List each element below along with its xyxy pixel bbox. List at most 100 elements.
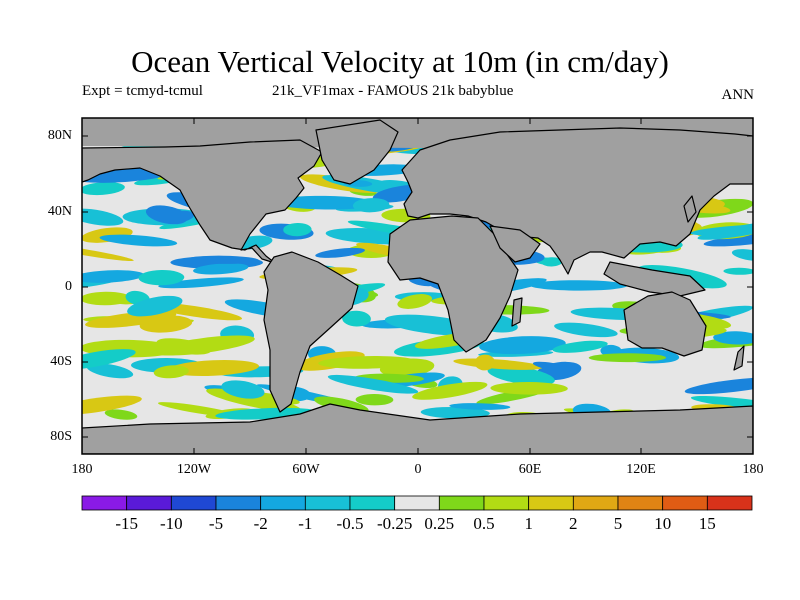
colorbar-box-0 — [81, 495, 128, 511]
velocity-patch — [479, 336, 566, 355]
velocity-patch — [82, 270, 145, 283]
velocity-patch — [449, 403, 511, 410]
velocity-patch — [104, 409, 138, 420]
velocity-patch — [127, 295, 183, 317]
velocity-patch — [82, 349, 136, 370]
map-plot-area — [82, 118, 753, 454]
colorbar-box-7 — [394, 495, 440, 511]
lat-label-40s: 40S — [50, 354, 72, 369]
velocity-patch — [552, 340, 608, 353]
velocity-patch — [193, 263, 249, 275]
velocity-patch — [342, 310, 371, 327]
colorbar-box-14 — [706, 495, 753, 511]
lon-label-180w: 180 — [71, 462, 93, 477]
velocity-patch — [703, 232, 753, 247]
colorbar-box-13 — [662, 495, 708, 511]
velocity-patch — [86, 363, 134, 379]
axis-ticks — [82, 118, 753, 454]
colorbar-box-3 — [215, 495, 262, 511]
velocity-patch — [82, 243, 134, 262]
velocity-patch — [82, 395, 142, 415]
velocity-patch — [474, 354, 495, 371]
land-masses — [82, 118, 753, 454]
velocity-patch — [315, 247, 365, 258]
colorbar-label-8: 0.5 — [473, 514, 495, 533]
colorbar-label-1: -10 — [159, 514, 183, 533]
lat-label-40n: 40N — [47, 204, 72, 219]
colorbar-label-6: -0.25 — [376, 514, 413, 533]
velocity-patch — [327, 374, 419, 394]
lon-label-180e: 180 — [742, 462, 764, 477]
velocity-patch — [99, 234, 178, 247]
experiment-label: Expt = tcmyd-tcmul — [82, 83, 203, 99]
lon-label-60e: 60E — [518, 462, 542, 477]
colorbar-label-2: -5 — [208, 514, 224, 533]
velocity-patch — [158, 277, 244, 289]
velocity-patch — [82, 291, 131, 306]
velocity-patch — [167, 360, 259, 376]
lat-label-80s: 80S — [50, 429, 72, 444]
lat-label-0: 0 — [65, 279, 72, 294]
lon-label-120w: 120W — [176, 462, 212, 477]
colorbar-label-12: 10 — [654, 514, 672, 533]
landmass-greenland — [315, 119, 399, 185]
season-label: ANN — [721, 87, 755, 103]
velocity-patch — [318, 356, 417, 369]
colorbar-box-6 — [349, 495, 396, 511]
colorbar-box-11 — [572, 495, 619, 511]
colorbar-label-10: 2 — [569, 514, 578, 533]
colorbar-box-10 — [528, 495, 574, 511]
velocity-patch — [529, 280, 628, 291]
velocity-patch — [187, 255, 259, 264]
velocity-patch — [85, 311, 177, 328]
landmass-new-zealand — [733, 345, 745, 371]
landmass-africa — [387, 215, 519, 353]
colorbar-label-9: 1 — [524, 514, 533, 533]
velocity-patch — [690, 224, 753, 236]
velocity-patch — [145, 205, 188, 225]
colorbar-label-13: 15 — [698, 514, 716, 533]
colorbar-box-1 — [126, 495, 172, 511]
velocity-patch — [152, 335, 255, 356]
velocity-patch — [82, 208, 124, 226]
landmass-australia — [623, 291, 707, 357]
lat-label-80n: 80N — [47, 128, 72, 143]
velocity-patch — [723, 267, 753, 275]
colorbar-box-8 — [438, 495, 485, 511]
velocity-patch — [158, 402, 240, 418]
landmass-antarctica — [82, 403, 753, 454]
colorbar-box-5 — [304, 495, 351, 511]
velocity-patch — [82, 182, 125, 196]
colorbar-box-4 — [260, 495, 306, 511]
landmass-madagascar — [511, 297, 523, 327]
velocity-patch — [355, 393, 394, 406]
velocity-patch — [713, 331, 753, 345]
velocity-patch — [690, 396, 753, 411]
velocity-patch — [221, 380, 265, 399]
velocity-patch — [283, 222, 312, 237]
colorbar-label-0: -15 — [115, 514, 139, 533]
colorbar-label-5: -0.5 — [336, 514, 364, 533]
velocity-patch — [554, 322, 618, 338]
colorbar-label-3: -2 — [253, 514, 268, 533]
landmass-japan — [683, 195, 697, 223]
lon-label-0: 0 — [414, 462, 422, 477]
landmass-south-america — [263, 251, 359, 413]
velocity-patch — [588, 353, 667, 363]
velocity-patch — [684, 377, 753, 395]
velocity-patch — [274, 195, 376, 210]
lon-label-60w: 60W — [292, 462, 320, 477]
velocity-patch — [352, 198, 390, 213]
landmass-arabia — [489, 225, 541, 263]
velocity-patch — [397, 294, 433, 309]
velocity-patch — [153, 365, 189, 379]
velocity-patch — [532, 361, 572, 372]
landmass-eurasia — [401, 127, 753, 275]
velocity-patch — [487, 365, 555, 386]
velocity-patch — [138, 269, 185, 286]
experiment-description: 21k_VF1max - FAMOUS 21k babyblue — [272, 83, 514, 99]
velocity-patch — [412, 381, 488, 400]
colorbar-label-11: 5 — [613, 514, 623, 533]
velocity-patch — [420, 406, 490, 419]
